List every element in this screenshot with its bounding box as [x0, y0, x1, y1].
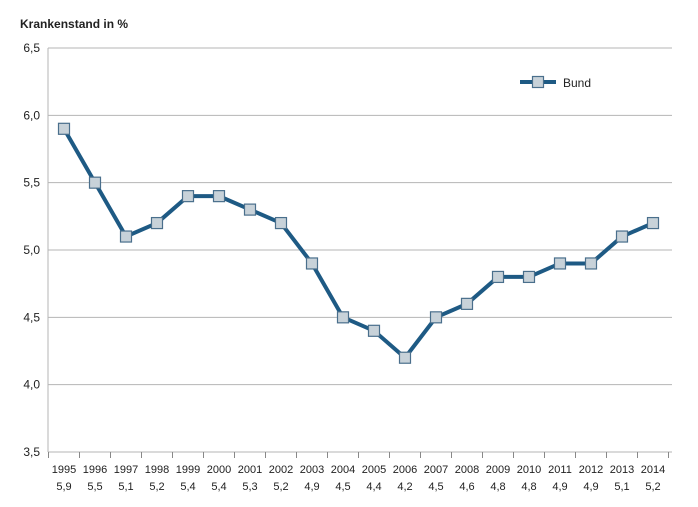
x-value-label: 4,6	[459, 481, 474, 493]
x-tick-label: 2001	[238, 464, 262, 476]
data-point-1998	[150, 216, 164, 230]
x-tick-label: 2013	[610, 464, 634, 476]
x-value-label: 5,2	[273, 481, 288, 493]
x-tick-label: 2010	[517, 464, 541, 476]
data-point-2011	[553, 257, 567, 270]
x-tick-label: 1997	[114, 464, 138, 476]
x-value-label: 4,9	[552, 481, 567, 493]
x-tick-label: 2005	[362, 464, 386, 476]
legend-marker	[531, 75, 545, 89]
grid-lines	[47, 47, 672, 453]
y-tick-label: 5,5	[23, 176, 40, 190]
data-point-2007	[429, 311, 443, 324]
y-tick-label: 4,5	[23, 310, 40, 324]
data-point-2004	[336, 311, 350, 324]
x-value-label: 4,9	[304, 481, 319, 493]
x-value-label: 4,9	[583, 481, 598, 493]
data-point-2005	[367, 324, 381, 337]
legend: Bund	[520, 75, 591, 90]
x-value-label: 5,1	[614, 481, 629, 493]
x-tick-label: 2002	[269, 464, 293, 476]
x-tick-label: 2012	[579, 464, 603, 476]
x-tick-label: 1996	[83, 464, 107, 476]
data-point-1997	[119, 230, 133, 243]
x-value-labels: 5,9 5,5 5,1 5,2 5,4 5,4 5,3 5,2 4,9 4,5 4,4 4,2 4,5 4…	[56, 481, 660, 493]
x-value-label: 5,1	[118, 481, 133, 493]
x-value-label: 4,4	[366, 481, 381, 493]
series-bund	[57, 122, 660, 364]
x-tick-label: 1995	[52, 464, 76, 476]
data-point-2001	[243, 203, 257, 216]
x-tick-label: 2003	[300, 464, 324, 476]
y-tick-label: 6,0	[23, 108, 40, 122]
x-value-label: 5,9	[56, 481, 71, 493]
x-tick-label: 2014	[641, 464, 665, 476]
x-value-label: 5,3	[242, 481, 257, 493]
y-tick-label: 6,5	[23, 41, 40, 55]
y-tick-label: 5,0	[23, 243, 40, 257]
x-tick-label: 2007	[424, 464, 448, 476]
series-line-bund	[62, 127, 654, 360]
x-tick-label: 2011	[548, 464, 572, 476]
data-point-2010	[522, 270, 536, 284]
data-point-2006	[398, 351, 412, 364]
x-value-label: 5,4	[180, 481, 195, 493]
y-axis-title: Krankenstand in %	[20, 17, 128, 31]
data-point-2013	[615, 230, 629, 243]
data-point-2014	[646, 216, 660, 230]
legend-label: Bund	[563, 76, 591, 90]
x-tick-label: 2004	[331, 464, 355, 476]
data-point-2008	[460, 297, 474, 310]
x-category-labels: 1995 1996 1997 1998 1999 2000 2001 2002 2003 2004…	[52, 464, 665, 476]
data-point-1995	[57, 122, 71, 135]
x-tick-label: 1999	[176, 464, 200, 476]
y-tick-label: 3,5	[23, 445, 40, 459]
x-value-label: 5,2	[149, 481, 164, 493]
x-tick-label: 2009	[486, 464, 510, 476]
y-tick-labels: 3,5 4,0 4,5 5,0 5,5 6,0 6,5	[23, 41, 40, 459]
data-point-2000	[212, 190, 226, 203]
data-point-2012	[584, 257, 598, 270]
x-tick-label: 2000	[207, 464, 231, 476]
x-value-label: 5,5	[87, 481, 102, 493]
data-point-1999	[181, 190, 195, 203]
y-tick-label: 4,0	[23, 378, 40, 392]
x-value-label: 5,4	[211, 481, 226, 493]
x-value-label: 4,8	[490, 481, 505, 493]
x-value-label: 4,2	[397, 481, 412, 493]
x-tick-marks	[48, 452, 669, 458]
data-point-2002	[274, 216, 288, 230]
x-tick-label: 1998	[145, 464, 169, 476]
data-point-2003	[305, 257, 319, 270]
x-value-label: 4,5	[428, 481, 443, 493]
data-point-1996	[88, 176, 102, 189]
x-value-label: 5,2	[645, 481, 660, 493]
x-tick-label: 2006	[393, 464, 417, 476]
data-point-2009	[491, 270, 505, 284]
x-value-label: 4,5	[335, 481, 350, 493]
x-tick-label: 2008	[455, 464, 479, 476]
x-value-label: 4,8	[521, 481, 536, 493]
